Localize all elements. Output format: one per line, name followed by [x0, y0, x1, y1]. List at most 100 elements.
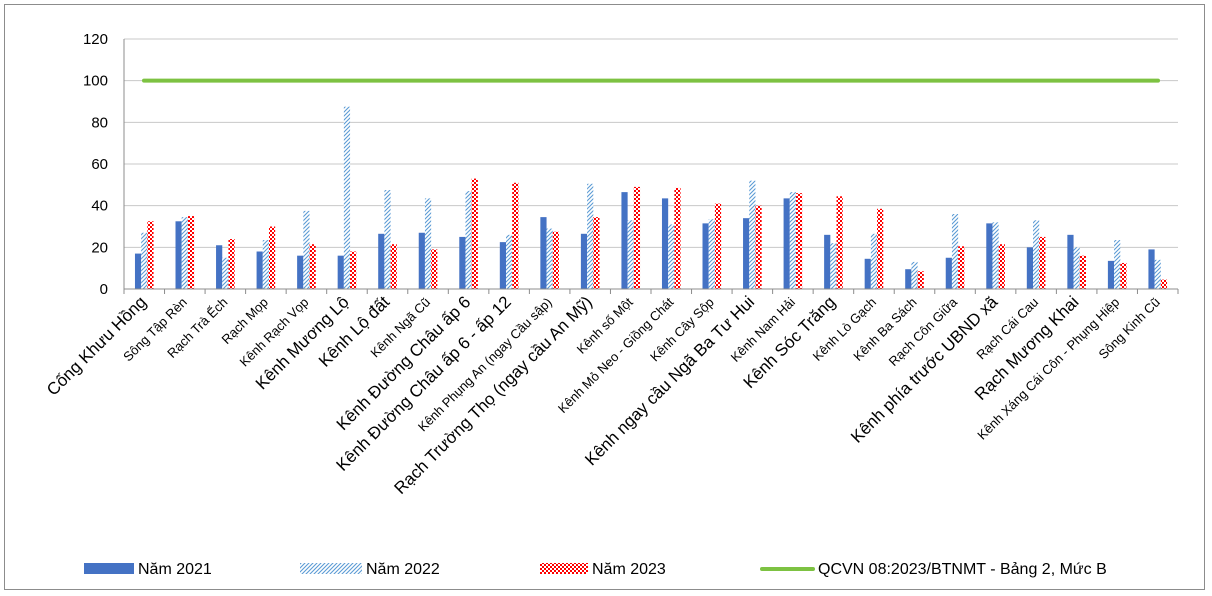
- bar: [384, 190, 391, 289]
- bar: [431, 249, 438, 289]
- bar: [708, 219, 715, 289]
- bar: [471, 178, 478, 289]
- bar: [714, 203, 722, 289]
- bar: [134, 253, 142, 289]
- bar: [378, 233, 385, 289]
- bar: [870, 233, 878, 289]
- bar: [911, 261, 918, 289]
- bar: [1039, 236, 1046, 289]
- bar: [1120, 262, 1127, 289]
- bar: [506, 234, 513, 289]
- bar: [337, 255, 344, 289]
- bar: [789, 192, 796, 289]
- bar: [228, 239, 235, 289]
- bar: [256, 251, 263, 289]
- bar: [661, 198, 669, 289]
- legend-label: Năm 2021: [138, 561, 212, 578]
- bar: [512, 182, 519, 289]
- chart-frame: [4, 4, 1205, 590]
- legend-swatch: [300, 563, 362, 574]
- y-axis: 0 20 40 60 80 100 120: [83, 31, 125, 298]
- bar: [1067, 234, 1074, 289]
- bar: [175, 221, 182, 289]
- bar: [587, 183, 594, 289]
- bar: [459, 236, 466, 289]
- bar: [702, 223, 709, 289]
- bar: [836, 196, 843, 289]
- bar: [633, 186, 641, 289]
- bar: [303, 210, 310, 289]
- bar: [465, 191, 472, 289]
- bar: [418, 232, 425, 289]
- y-tick-label: 40: [91, 198, 108, 215]
- bar: [992, 222, 999, 289]
- bar: [755, 205, 762, 289]
- bar: [222, 257, 229, 289]
- bar: [958, 246, 965, 289]
- bar: [297, 255, 304, 289]
- legend-swatch: [540, 563, 588, 574]
- x-category-label: Kênh phía trước UBND xã: [847, 292, 1002, 447]
- bar: [309, 244, 316, 289]
- bar: [390, 244, 397, 289]
- bar: [424, 198, 432, 289]
- bar: [743, 218, 750, 289]
- bar: [998, 244, 1005, 289]
- bar: [262, 240, 269, 289]
- y-tick-label: 80: [91, 114, 108, 131]
- bar: [1160, 279, 1168, 289]
- bar: [1154, 259, 1161, 289]
- bar: [877, 208, 884, 289]
- bar: [1033, 220, 1040, 289]
- bar: [181, 217, 188, 289]
- bar: [499, 242, 507, 289]
- bar: [187, 216, 195, 289]
- bar: [540, 217, 547, 289]
- bar: [783, 198, 790, 289]
- legend-label: Năm 2022: [366, 561, 440, 578]
- bar: [621, 192, 628, 289]
- bar: [668, 224, 675, 289]
- bar: [795, 193, 803, 289]
- bar: [1107, 260, 1115, 289]
- y-tick-label: 20: [91, 239, 108, 256]
- gridlines: [124, 38, 1178, 290]
- bar: [951, 214, 959, 289]
- legend-label: Năm 2023: [592, 561, 666, 578]
- bar: [580, 233, 588, 289]
- bar: [830, 243, 837, 289]
- y-tick-label: 100: [83, 73, 108, 90]
- bar: [552, 231, 559, 289]
- bar: [905, 269, 912, 289]
- bars: [134, 106, 1168, 289]
- bar: [1114, 240, 1121, 289]
- bar: [350, 251, 357, 289]
- bar: [627, 220, 634, 289]
- bar: [593, 217, 600, 289]
- legend: Năm 2021 Năm 2022 Năm 2023 QCVN 08:2023/BTN…: [84, 561, 1107, 578]
- y-tick-label: 0: [100, 281, 108, 298]
- legend-swatch: [84, 563, 134, 574]
- bar: [1026, 247, 1034, 289]
- bar: [917, 271, 924, 289]
- bar: [1148, 249, 1155, 289]
- bar: [674, 187, 681, 289]
- bar: [546, 228, 553, 289]
- bar: [824, 234, 831, 289]
- bar: [216, 245, 223, 289]
- bar: [749, 180, 756, 289]
- bar: [986, 223, 993, 289]
- bar: [1073, 247, 1080, 289]
- bar: [864, 258, 871, 289]
- bar: [141, 232, 148, 289]
- y-tick-label: 120: [83, 31, 108, 48]
- bar: [945, 257, 952, 289]
- bar: [1079, 255, 1086, 289]
- bar: [147, 221, 154, 289]
- bar: [343, 106, 351, 289]
- bar: [268, 226, 276, 289]
- legend-label: QCVN 08:2023/BTNMT - Bảng 2, Mức B: [818, 561, 1107, 578]
- y-tick-label: 60: [91, 156, 108, 173]
